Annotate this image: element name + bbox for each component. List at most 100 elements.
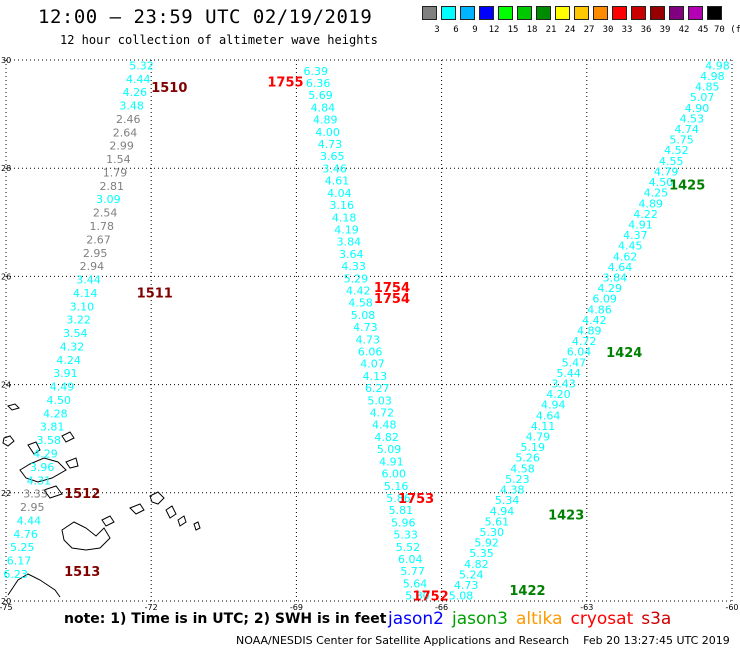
wave-height-value: 6.17 bbox=[7, 555, 32, 568]
wave-height-value: 5.75 bbox=[669, 134, 694, 147]
wave-height-value: 5.86 bbox=[386, 492, 411, 505]
x-tick-label: -63 bbox=[580, 603, 593, 612]
pass-time-label: 1423 bbox=[548, 508, 584, 523]
wave-height-value: 3.65 bbox=[320, 150, 345, 163]
wave-height-value: 5.52 bbox=[396, 541, 421, 554]
color-swatch bbox=[688, 6, 703, 20]
island-outline bbox=[165, 505, 177, 519]
color-swatch bbox=[422, 6, 437, 20]
color-swatch bbox=[498, 6, 513, 20]
wave-height-value: 4.58 bbox=[510, 462, 535, 475]
wave-height-value: 4.45 bbox=[618, 240, 643, 253]
wave-height-value: 5.25 bbox=[10, 541, 35, 554]
wave-height-value: 5.77 bbox=[400, 565, 425, 578]
wave-height-value: 3.22 bbox=[66, 314, 91, 327]
wave-height-value: 5.92 bbox=[474, 537, 499, 550]
wave-height-value: 4.11 bbox=[531, 420, 556, 433]
wave-height-value: 5.64 bbox=[403, 577, 428, 590]
island-outline bbox=[61, 431, 75, 443]
wave-height-value: 5.16 bbox=[384, 480, 409, 493]
wave-height-value: 4.73 bbox=[353, 321, 378, 334]
legend-item: cryosat bbox=[570, 609, 634, 629]
wave-height-value: 5.30 bbox=[479, 526, 504, 539]
wave-height-value: 6.06 bbox=[358, 346, 383, 359]
wave-height-value: 4.76 bbox=[13, 528, 38, 541]
wave-height-value: 4.24 bbox=[56, 354, 81, 367]
wave-height-value: 2.54 bbox=[93, 207, 118, 220]
wave-height-value: 4.94 bbox=[541, 399, 566, 412]
wave-height-value: 4.33 bbox=[341, 260, 366, 273]
wave-height-value: 2.64 bbox=[113, 126, 138, 139]
wave-height-value: 4.38 bbox=[500, 484, 525, 497]
wave-height-value: 4.72 bbox=[572, 335, 597, 348]
wave-height-value: 4.13 bbox=[363, 370, 388, 383]
pass-time-label: 1754 bbox=[374, 281, 410, 296]
wave-height-value: 2.95 bbox=[83, 247, 108, 260]
wave-height-value: 1.54 bbox=[106, 153, 131, 166]
color-scale-label: 3 bbox=[434, 25, 440, 35]
wave-height-value: 4.98 bbox=[700, 70, 725, 83]
color-swatch bbox=[555, 6, 570, 20]
wave-height-value: 4.91 bbox=[379, 455, 404, 468]
wave-height-value: 4.44 bbox=[126, 73, 151, 86]
wave-height-value: 6.09 bbox=[592, 293, 617, 306]
wave-height-value: 4.85 bbox=[695, 81, 720, 94]
wave-height-value: 3.96 bbox=[30, 461, 55, 474]
wave-height-value: 3.58 bbox=[37, 434, 62, 447]
time-units-note: note: 1) Time is in UTC; 2) SWH is in fe… bbox=[64, 611, 387, 627]
wave-height-value: 5.23 bbox=[505, 473, 530, 486]
wave-height-value: 4.91 bbox=[628, 218, 653, 231]
pass-time-label: 1513 bbox=[64, 565, 100, 580]
wave-height-value: 5.35 bbox=[469, 547, 494, 560]
land-outlines bbox=[2, 403, 201, 598]
color-swatch bbox=[631, 6, 646, 20]
wave-height-value: 3.46 bbox=[322, 162, 347, 175]
y-tick-label: 28 bbox=[1, 164, 11, 173]
wave-height-value: 3.16 bbox=[330, 199, 355, 212]
color-swatch bbox=[479, 6, 494, 20]
wave-height-value: 4.82 bbox=[464, 558, 489, 571]
color-swatch bbox=[574, 6, 589, 20]
wave-height-value: 3.44 bbox=[76, 274, 101, 287]
island-outline bbox=[65, 457, 79, 469]
wave-height-value: 3.09 bbox=[96, 193, 121, 206]
wave-height-value: 2.67 bbox=[86, 233, 111, 246]
wave-height-value: 6.04 bbox=[567, 346, 592, 359]
chart-subtitle: 12 hour collection of altimeter wave hei… bbox=[60, 33, 378, 47]
wave-height-value: 4.20 bbox=[546, 388, 571, 401]
color-scale-label: 6 bbox=[453, 25, 459, 35]
wave-height-value: 4.82 bbox=[374, 431, 399, 444]
island-outline bbox=[7, 403, 20, 411]
wave-height-value: 4.29 bbox=[597, 282, 622, 295]
axis-tick-labels: -75 -72 -69 -66 -63 -60 20 22 24 26 28 30 bbox=[0, 56, 739, 612]
x-tick-label: -75 bbox=[0, 603, 13, 612]
wave-height-value: 4.32 bbox=[60, 340, 85, 353]
x-tick-label: -72 bbox=[145, 603, 158, 612]
pass-time-label: 1424 bbox=[606, 346, 642, 361]
wave-height-value: 5.33 bbox=[393, 529, 418, 542]
legend-item: jason3 bbox=[452, 609, 508, 629]
color-swatch bbox=[707, 6, 722, 20]
wave-height-value: 3.10 bbox=[70, 300, 95, 313]
color-scale-label: 42 bbox=[678, 25, 690, 35]
wave-height-value: 5.03 bbox=[367, 394, 392, 407]
color-swatch bbox=[669, 6, 684, 20]
wave-height-value: 4.19 bbox=[334, 223, 359, 236]
wave-height-value: 4.44 bbox=[17, 514, 42, 527]
wave-height-value: 4.22 bbox=[633, 208, 658, 221]
color-swatch bbox=[536, 6, 551, 20]
wave-height-value: 5.96 bbox=[391, 516, 416, 529]
grid-lines bbox=[5, 59, 733, 602]
color-swatch bbox=[517, 6, 532, 20]
wave-height-value: 2.99 bbox=[109, 140, 134, 153]
wave-height-value: 4.50 bbox=[46, 394, 71, 407]
wave-height-value: 5.26 bbox=[515, 452, 540, 465]
color-scale-label: 45 bbox=[697, 25, 709, 35]
wave-height-value: 4.48 bbox=[372, 419, 397, 432]
color-scale-label: 39 bbox=[659, 25, 671, 35]
color-scale-label: 36 bbox=[640, 25, 652, 35]
color-swatch bbox=[612, 6, 627, 20]
wave-height-value: 4.37 bbox=[623, 229, 648, 242]
wave-height-value: 5.07 bbox=[690, 91, 715, 104]
color-swatch bbox=[650, 6, 665, 20]
